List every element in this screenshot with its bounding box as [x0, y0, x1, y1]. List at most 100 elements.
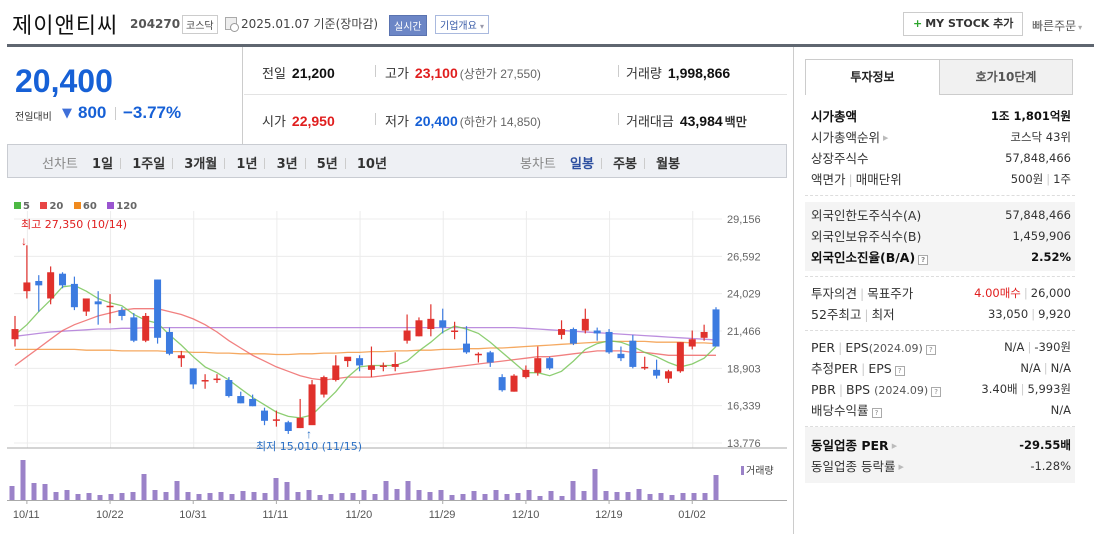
svg-text:11/11: 11/11 — [262, 509, 288, 521]
svg-text:11/20: 11/20 — [346, 509, 373, 521]
tab-5year[interactable]: 5년 — [316, 157, 338, 172]
svg-text:24,029: 24,029 — [727, 289, 761, 301]
legend-ma20: 20 — [40, 201, 63, 212]
price-chart[interactable]: 5 20 60 120 29,156 26,592 24,029 21,466 18,9… — [7, 195, 787, 534]
market-badge: 코스닥 — [182, 15, 218, 34]
plus-icon: + — [913, 17, 923, 30]
tab-3year[interactable]: 3년 — [276, 157, 298, 172]
help-icon[interactable]: ? — [871, 408, 882, 418]
caret-right-icon: ▶ — [883, 134, 889, 142]
day-low: 저가 20,400 (하한가 14,850) — [385, 111, 541, 130]
divider — [805, 276, 1075, 277]
dividend-row: 배당수익률? N/A — [811, 403, 1071, 418]
upper-limit: (상한가 27,550) — [459, 67, 541, 81]
tab-1year[interactable]: 1년 — [236, 157, 258, 172]
opinion-section: 투자의견 | 목표주가 4.00매수 | 26,000 52주최고 | 최저 33,050 | 9,… — [805, 283, 1075, 325]
svg-text:10/22: 10/22 — [96, 509, 124, 521]
help-icon[interactable]: ? — [918, 255, 929, 265]
tab-10year[interactable]: 10년 — [356, 157, 387, 172]
down-arrow-icon: ▼ — [62, 106, 72, 121]
top-divider-right — [787, 44, 1094, 47]
help-icon[interactable]: ? — [894, 366, 905, 376]
tab-orderbook[interactable]: 호가10단계 — [939, 59, 1073, 95]
candlestick-chart: 29,156 26,592 24,029 21,466 18,903 16,339 13,7… — [7, 211, 787, 521]
sector-change-row[interactable]: 동일업종 등락률 ▶ -1.28% — [811, 456, 1071, 477]
base-date: 2025.01.07 기준(장마감) — [241, 17, 379, 31]
tab-3month[interactable]: 3개월 — [184, 157, 218, 172]
foreign-limit-row: 외국인한도주식수(A) 57,848,466 — [811, 208, 1071, 223]
high-value: 23,100 — [414, 65, 458, 81]
low-label: 저가 — [385, 115, 409, 130]
svg-text:18,903: 18,903 — [727, 363, 761, 375]
legend-ma60: 60 — [73, 201, 97, 212]
separator — [115, 107, 116, 120]
volume-value: 1,998,866 — [667, 65, 731, 81]
add-mystock-label: MY STOCK 추가 — [925, 17, 1014, 30]
stock-code: 204270 — [130, 17, 181, 31]
realtime-button[interactable]: 실시간 — [389, 15, 427, 36]
market-cap-rank-row[interactable]: 시가총액순위 ▶ 코스닥 43위 — [811, 127, 1071, 148]
prev-close: 전일 21,200 — [262, 63, 335, 82]
price-stats-panel: 전일 21,200 고가 23,100 (상한가 27,550) 거래량 1,998,8… — [244, 47, 787, 144]
top-divider — [7, 44, 787, 47]
stats-row-2: 시가 22,950 저가 20,400 (하한가 14,850) 거래대금 43,984… — [244, 95, 787, 143]
svg-text:13,776: 13,776 — [727, 438, 761, 450]
prev-close-label: 전일 — [262, 67, 286, 82]
tab-1week[interactable]: 1주일 — [132, 157, 166, 172]
moving-average-legend: 5 20 60 120 — [14, 201, 144, 212]
investment-info-panel: 투자정보 호가10단계 시가총액 1조 1,801억원 시가총액순위 ▶ 코스닥 43… — [805, 59, 1075, 483]
caret-right-icon: ▶ — [898, 463, 904, 471]
current-price-panel: 20,400 전일대비 ▼ 800 −3.77% — [7, 47, 243, 144]
par-value-row: 액면가 | 매매단위 500원 | 1주 — [811, 172, 1071, 187]
tab-monthly[interactable]: 월봉 — [656, 157, 681, 172]
add-mystock-button[interactable]: + MY STOCK 추가 — [903, 12, 1024, 36]
divider — [805, 330, 1075, 331]
chevron-down-icon: ▾ — [480, 22, 485, 31]
company-overview-dropdown[interactable]: 기업개요 ▾ — [435, 15, 490, 34]
tab-1day[interactable]: 1일 — [92, 157, 114, 172]
panel-divider — [793, 47, 794, 534]
sector-per-row[interactable]: 동일업종 PER ▶ -29.55배 — [811, 435, 1071, 456]
sector-section: 동일업종 PER ▶ -29.55배 동일업종 등락률 ▶ -1.28% — [805, 427, 1075, 483]
tab-investment-info[interactable]: 투자정보 — [805, 59, 940, 95]
volume-label: 거래량 — [626, 67, 662, 82]
svg-text:11/29: 11/29 — [429, 509, 456, 521]
help-icon[interactable]: ? — [925, 345, 936, 355]
day-high: 고가 23,100 (상한가 27,550) — [385, 63, 541, 82]
svg-text:21,466: 21,466 — [727, 326, 761, 338]
per-eps-row: PER | EPS(2024.09)? N/A | -390원 — [811, 340, 1071, 355]
side-tabs: 투자정보 호가10단계 — [805, 59, 1075, 95]
line-chart-label: 선차트 — [42, 157, 78, 172]
market-cap-section: 시가총액 1조 1,801억원 시가총액순위 ▶ 코스닥 43위 상장주식수 57,84… — [805, 95, 1075, 190]
low-value: 20,400 — [414, 113, 458, 129]
low-annotation: 최저 15,010 (11/15) — [256, 440, 363, 453]
change-label: 전일대비 — [15, 112, 52, 123]
help-icon[interactable]: ? — [931, 387, 942, 397]
legend-ma5: 5 — [14, 201, 30, 212]
divider — [805, 195, 1075, 196]
separator — [375, 65, 376, 77]
volume-legend: 거래량 — [741, 462, 774, 477]
high-annotation: 최고 27,350 (10/14) — [21, 218, 128, 231]
opinion-row: 투자의견 | 목표주가 4.00매수 | 26,000 — [811, 286, 1071, 301]
tab-daily[interactable]: 일봉 — [570, 157, 594, 172]
valuation-section: PER | EPS(2024.09)? N/A | -390원 추정PER | EPS? N/A… — [805, 337, 1075, 421]
open-price: 시가 22,950 — [262, 111, 335, 130]
change-value: 800 — [78, 103, 107, 122]
tab-weekly[interactable]: 주봉 — [613, 157, 638, 172]
svg-text:10/11: 10/11 — [13, 509, 40, 521]
amount-label: 거래대금 — [626, 115, 674, 130]
company-overview-label: 기업개요 — [440, 21, 477, 32]
foreign-ratio-row: 외국인소진율(B/A)? 2.52% — [811, 250, 1071, 265]
52week-row: 52주최고 | 최저 33,050 | 9,920 — [811, 307, 1071, 322]
lower-limit: (하한가 14,850) — [459, 115, 541, 129]
stats-row-1: 전일 21,200 고가 23,100 (상한가 27,550) 거래량 1,998,8… — [244, 47, 787, 95]
stock-header: 제이앤티씨 204270 코스닥 2025.01.07 기준(장마감) 실시간 … — [0, 0, 1094, 46]
svg-text:29,156: 29,156 — [727, 214, 761, 226]
open-value: 22,950 — [291, 113, 335, 129]
quick-order-dropdown[interactable]: 빠른주문 — [1032, 17, 1082, 34]
svg-text:10/31: 10/31 — [179, 509, 207, 521]
line-chart-periods: 선차트 1일 1주일 3개월 1년 3년 5년 10년 — [42, 153, 387, 172]
svg-text:16,339: 16,339 — [727, 401, 761, 413]
divider — [805, 426, 1075, 427]
